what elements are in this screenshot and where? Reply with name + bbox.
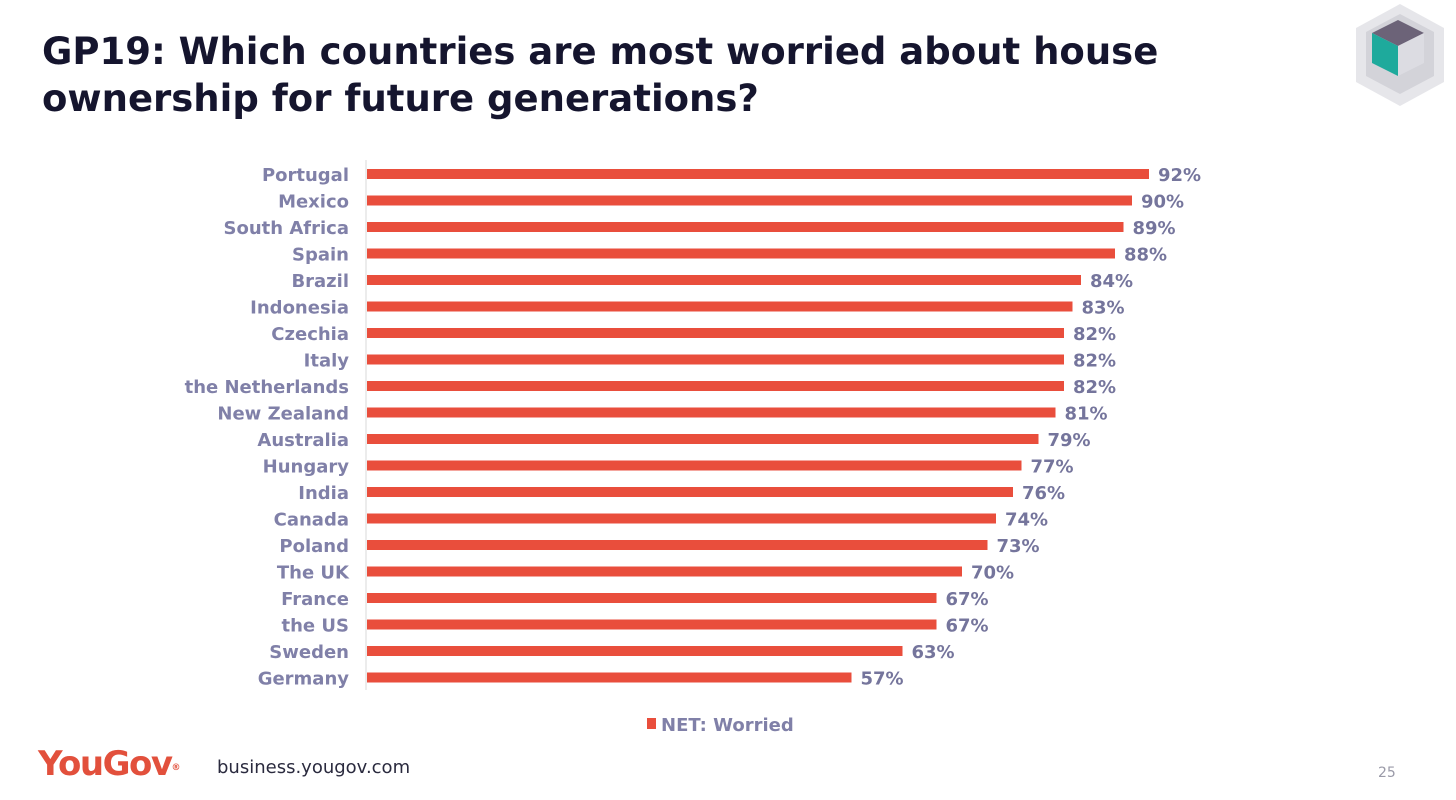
value-label: 82%: [1073, 351, 1116, 372]
value-label: 82%: [1073, 324, 1116, 345]
value-label: 76%: [1022, 483, 1065, 504]
bar: [367, 646, 903, 656]
yougov-logo: YouGov®: [38, 742, 181, 786]
bar: [367, 593, 937, 603]
bar: [367, 460, 1022, 471]
category-label: Sweden: [269, 642, 349, 663]
value-label: 67%: [946, 589, 989, 610]
bar: [367, 169, 1149, 179]
category-label: Canada: [274, 510, 349, 531]
yougov-logo-text: YouGov: [38, 744, 173, 784]
bar: [367, 195, 1132, 206]
value-label: 81%: [1065, 404, 1108, 425]
category-label: France: [281, 589, 349, 610]
bar: [367, 566, 962, 577]
category-label: the Netherlands: [185, 377, 349, 398]
bar: [367, 619, 937, 630]
bar: [367, 381, 1064, 391]
value-label: 92%: [1158, 165, 1201, 186]
category-label: the US: [282, 616, 349, 637]
category-label: Spain: [292, 245, 349, 266]
category-label: South Africa: [224, 218, 349, 239]
value-label: 88%: [1124, 245, 1167, 266]
category-label: The UK: [277, 563, 350, 584]
value-label: 89%: [1133, 218, 1176, 239]
value-label: 74%: [1005, 510, 1048, 531]
category-label: New Zealand: [217, 404, 349, 425]
bar: [367, 222, 1124, 232]
category-label: Poland: [279, 536, 349, 557]
category-label: Portugal: [262, 165, 349, 186]
value-label: 83%: [1082, 298, 1125, 319]
value-label: 73%: [997, 536, 1040, 557]
value-label: 77%: [1031, 457, 1074, 478]
legend: NET: Worried: [647, 715, 794, 736]
value-label: 57%: [861, 669, 904, 690]
category-label: Indonesia: [250, 298, 349, 319]
legend-swatch: [647, 718, 656, 729]
legend-label: NET: Worried: [661, 715, 794, 736]
category-label: Germany: [258, 669, 350, 690]
value-label: 63%: [912, 642, 955, 663]
cube-icon: [1356, 4, 1444, 106]
registered-mark: ®: [171, 763, 181, 773]
category-label: Mexico: [278, 192, 349, 213]
page-number: 25: [1378, 765, 1396, 781]
value-label: 79%: [1048, 430, 1091, 451]
value-label: 84%: [1090, 271, 1133, 292]
category-label: Hungary: [263, 457, 350, 478]
category-label: Australia: [257, 430, 349, 451]
bar: [367, 354, 1064, 365]
bar: [367, 513, 996, 524]
category-label: Italy: [304, 351, 350, 372]
bars-layer: Portugal 92% Mexico 90% South Africa 89% Spain…: [185, 165, 1202, 690]
bar: [367, 407, 1056, 418]
bar: [367, 328, 1064, 338]
website-url: business.yougov.com: [217, 757, 411, 778]
value-label: 70%: [971, 563, 1014, 584]
bar: [367, 301, 1073, 312]
bar: [367, 275, 1081, 285]
bar: [367, 248, 1115, 259]
bar: [367, 672, 852, 683]
bar: [367, 487, 1013, 497]
category-label: Brazil: [291, 271, 349, 292]
category-label: Czechia: [271, 324, 349, 345]
bar: [367, 434, 1039, 444]
category-label: India: [298, 483, 349, 504]
value-label: 67%: [946, 616, 989, 637]
page-title: GP19: Which countries are most worried a…: [42, 30, 1159, 120]
value-label: 90%: [1141, 192, 1184, 213]
value-label: 82%: [1073, 377, 1116, 398]
bar: [367, 540, 988, 550]
